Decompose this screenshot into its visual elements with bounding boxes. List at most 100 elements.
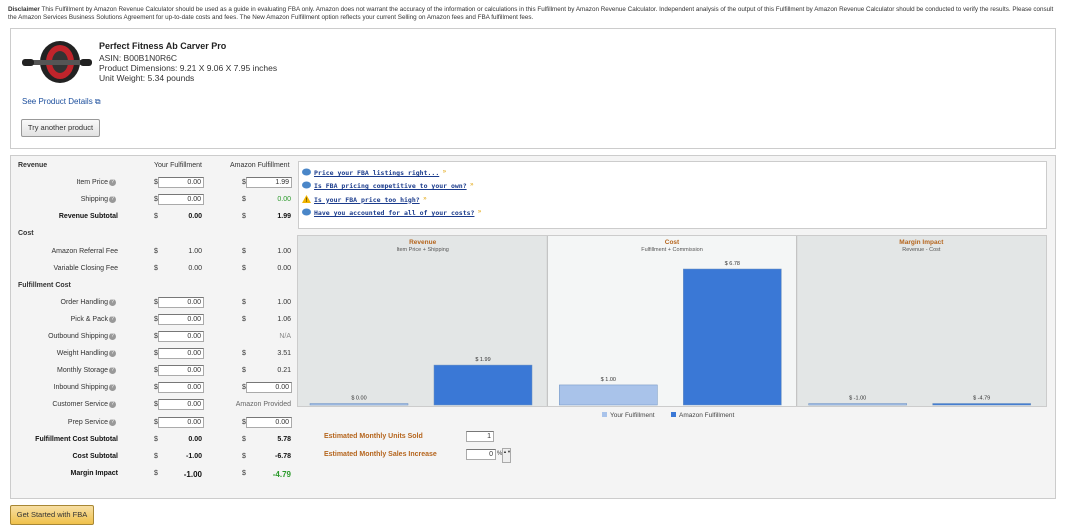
amazon-value: 3.51 [277, 350, 291, 358]
row-label: Fulfillment Cost Subtotal [35, 435, 118, 443]
your-input[interactable]: 0.00 [158, 365, 204, 377]
details-link[interactable]: See Product Details ⧉ [22, 97, 101, 106]
tip-icon [302, 181, 311, 189]
product-title: Perfect Fitness Ab Carver Pro [99, 41, 227, 51]
tip-link[interactable]: Have you accounted for all of your costs… [314, 208, 475, 217]
estimate-label: Estimated Monthly Sales Increase [324, 451, 437, 458]
help-icon[interactable]: ? [109, 196, 116, 204]
currency: $ [154, 298, 158, 306]
amazon-value: 1.99 [277, 213, 291, 221]
help-icon[interactable]: ? [109, 418, 116, 426]
your-value: 0.00 [188, 435, 202, 443]
your-input[interactable]: 0.00 [158, 194, 204, 206]
amazon-input[interactable]: 0.00 [246, 382, 292, 394]
currency: $ [242, 418, 246, 426]
currency: $ [154, 213, 158, 221]
amazon-value: 5.78 [277, 435, 291, 443]
amazon-value: Amazon Provided [235, 401, 291, 409]
amazon-input[interactable]: 0.00 [246, 416, 292, 428]
row-label: Monthly Storage [57, 367, 108, 375]
amazon-value: -4.79 [272, 469, 291, 479]
row-label: Shipping [80, 196, 108, 204]
currency: $ [154, 452, 158, 460]
your-input[interactable]: 0.00 [158, 296, 204, 308]
tip-link[interactable]: Is FBA pricing competitive to your own? [314, 182, 467, 191]
product-image [22, 41, 92, 83]
currency: $ [154, 418, 158, 426]
currency: $ [154, 401, 158, 409]
estimate-input[interactable]: 0 [466, 449, 496, 460]
help-icon[interactable]: ? [109, 401, 116, 409]
your-input[interactable]: 0.00 [158, 177, 204, 189]
section-title: Cost [18, 230, 34, 238]
row-label: Margin Impact [70, 469, 118, 477]
tip-link[interactable]: Price your FBA listings right... [314, 169, 440, 177]
amazon-input[interactable]: 1.99 [246, 177, 292, 189]
your-input[interactable]: 0.00 [158, 416, 204, 428]
your-value: -1.00 [186, 452, 202, 460]
row-label: Variable Closing Fee [53, 264, 118, 272]
your-input[interactable]: 0.00 [158, 382, 204, 394]
estimate-input[interactable]: 1 [466, 431, 494, 442]
get-started-button[interactable]: Get Started with FBA [10, 505, 94, 525]
currency: $ [154, 196, 158, 204]
disclaimer-text: This Fulfillment by Amazon Revenue Calcu… [8, 6, 1054, 21]
section-title: Revenue [18, 162, 48, 169]
currency: $ [242, 247, 246, 255]
your-input[interactable]: 0.00 [158, 313, 204, 325]
currency: $ [154, 333, 158, 340]
your-input[interactable]: 0.00 [158, 331, 204, 342]
currency: $ [242, 264, 246, 272]
currency: $ [154, 435, 158, 443]
disclaimer-label: Disclaimer [8, 6, 40, 13]
your-input[interactable]: 0.00 [158, 399, 204, 411]
your-value: 0.00 [188, 264, 202, 272]
try-another-button[interactable]: Try another product [21, 119, 100, 137]
tip-icon [302, 168, 311, 176]
product-dimensions: Product Dimensions: 9.21 X 9.06 X 7.95 i… [99, 63, 278, 73]
help-icon[interactable]: ? [109, 367, 116, 375]
estimate-label: Estimated Monthly Units Sold [324, 433, 423, 440]
tip-arrow: » [423, 195, 427, 202]
amazon-value: 1.00 [277, 298, 291, 306]
product-weight: Unit Weight: 5.34 pounds [99, 73, 195, 83]
help-icon[interactable]: ? [109, 333, 116, 340]
help-icon[interactable]: ? [109, 179, 116, 187]
estimate-unit: % [497, 451, 503, 457]
tip-icon [302, 208, 311, 216]
product-asin: ASIN: B00B1N0R6C [99, 53, 177, 63]
row-label: Weight Handling [56, 350, 108, 358]
row-label: Amazon Referral Fee [51, 247, 118, 255]
your-value: 0.00 [188, 213, 202, 221]
chart-panel [297, 235, 1047, 407]
currency: $ [242, 367, 246, 375]
amazon-value: 0.21 [277, 367, 291, 375]
column-header: Amazon Fulfillment [230, 162, 290, 169]
tip-link[interactable]: Is your FBA price too high? [314, 195, 420, 204]
currency: $ [242, 196, 246, 204]
details-link-text[interactable]: See Product Details [22, 97, 93, 106]
row-label: Customer Service [52, 401, 108, 409]
tips-panel [298, 161, 1047, 229]
your-value: -1.00 [183, 469, 202, 479]
currency: $ [154, 179, 158, 187]
section-title: Fulfillment Cost [18, 281, 71, 289]
help-icon[interactable]: ? [109, 384, 116, 392]
help-icon[interactable]: ? [109, 315, 116, 323]
amazon-value: -6.78 [275, 452, 291, 460]
currency: $ [154, 367, 158, 375]
row-label: Cost Subtotal [72, 452, 119, 460]
currency: $ [242, 298, 246, 306]
currency: $ [242, 315, 246, 323]
row-label: Pick & Pack [70, 315, 108, 323]
help-icon[interactable]: ? [109, 298, 116, 306]
product-panel [10, 28, 1056, 149]
currency: $ [242, 384, 246, 392]
your-input[interactable]: 0.00 [158, 348, 204, 360]
currency: $ [154, 350, 158, 358]
tip-arrow: » [477, 208, 482, 215]
your-value: 1.00 [188, 247, 202, 255]
spinner[interactable]: ▲▼ [502, 448, 511, 463]
help-icon[interactable]: ? [109, 350, 116, 358]
